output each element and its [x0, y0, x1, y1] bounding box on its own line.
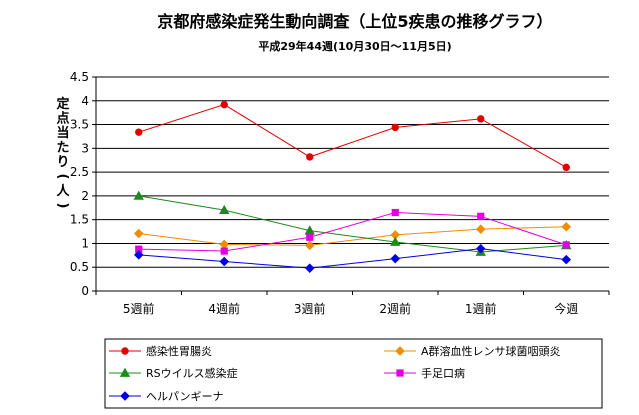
data-point: [304, 263, 315, 273]
data-point: [390, 236, 401, 246]
data-point: [477, 115, 485, 123]
legend-swatch-marker: [120, 391, 130, 401]
y-axis-label-char: 当: [56, 125, 69, 141]
y-tick-label: 0.5: [70, 260, 89, 274]
data-point: [562, 163, 570, 172]
y-tick-label: 4.5: [70, 70, 89, 84]
legend-item: 感染性胃腸炎: [109, 344, 212, 358]
legend-swatch-marker: [395, 346, 405, 356]
x-tick-label: 4週前: [208, 301, 240, 316]
data-point: [219, 204, 230, 215]
series-line: [138, 212, 567, 252]
legend-swatch-marker: [119, 367, 131, 377]
x-tick-label: 今週: [554, 301, 578, 316]
y-tick-label: 1.5: [70, 213, 89, 227]
data-point: [561, 222, 572, 232]
legend-item: A群溶血性レンサ球菌咽頭炎: [384, 344, 561, 358]
chart-title: 京都府感染症発生動向調査（上位5疾患の推移グラフ）: [157, 12, 552, 31]
legend-label: A群溶血性レンサ球菌咽頭炎: [421, 344, 561, 358]
legend-label: 手足口病: [421, 366, 465, 380]
series-4: [135, 208, 570, 255]
series-line: [138, 104, 567, 168]
x-tick-label: 3週前: [294, 301, 326, 316]
y-axis-label-char: 点: [56, 111, 69, 127]
y-axis-label-char: ): [55, 203, 70, 209]
data-point: [390, 253, 401, 264]
x-tick-label: 1週前: [465, 301, 497, 316]
x-axis-categories: 5週前 4週前 3週前 2週前 1週前 今週: [95, 291, 610, 316]
data-point: [135, 128, 143, 136]
y-tick-label: 3: [81, 141, 89, 155]
y-axis-label-char: 定: [55, 96, 69, 112]
data-point: [219, 239, 230, 250]
y-tick-label: 2: [81, 189, 89, 203]
data-point: [133, 250, 144, 260]
series-3: [133, 190, 572, 256]
y-tick-label: 3.5: [70, 118, 89, 132]
y-axis-label-char: り: [56, 155, 69, 170]
x-tick-label: 5週前: [123, 301, 155, 316]
data-point: [133, 228, 144, 239]
chart-subtitle: 平成29年44週(10月30日～11月5日): [258, 39, 451, 53]
data-point: [133, 190, 144, 200]
legend-item: RSウイルス感染症: [109, 366, 238, 380]
legend-box: [104, 338, 603, 409]
y-axis-label-char: (: [55, 174, 70, 180]
series-2: [133, 222, 572, 251]
y-tick-label: 2.5: [70, 165, 89, 179]
grid: [95, 76, 609, 292]
data-point: [475, 243, 486, 254]
data-point: [391, 123, 399, 132]
data-point: [306, 153, 314, 161]
y-tick-label: 0: [81, 284, 89, 298]
legend-item: ヘルパンギーナ: [109, 390, 224, 403]
legend-label: ヘルパンギーナ: [146, 390, 224, 403]
data-point: [475, 224, 486, 234]
legend-label: RSウイルス感染症: [146, 366, 238, 380]
data-point: [561, 254, 572, 265]
data-point: [391, 208, 399, 217]
data-point: [219, 256, 230, 267]
series-line: [138, 226, 567, 246]
data-point: [306, 233, 314, 241]
data-point: [562, 241, 570, 249]
series-5: [133, 243, 572, 273]
data-point: [477, 212, 485, 220]
series-line: [138, 248, 567, 269]
series-group: [133, 100, 572, 273]
x-tick-label: 2週前: [379, 301, 411, 316]
data-point: [220, 247, 228, 255]
data-point: [220, 100, 228, 109]
y-axis-ticks: 0 0.5 1 1.5 2 2.5 3 3.5 4 4.5: [70, 70, 96, 298]
data-point: [304, 240, 315, 251]
legend-swatch-marker: [396, 369, 404, 377]
y-tick-label: 1: [81, 236, 89, 250]
legend-swatch-marker: [121, 347, 129, 355]
legend-label: 感染性胃腸炎: [146, 344, 212, 358]
y-axis-label-char: た: [56, 141, 69, 156]
legend-item: 手足口病: [384, 366, 465, 380]
y-tick-label: 4: [81, 94, 89, 108]
series-1: [135, 100, 570, 172]
y-axis-label-char: 人: [56, 183, 70, 199]
